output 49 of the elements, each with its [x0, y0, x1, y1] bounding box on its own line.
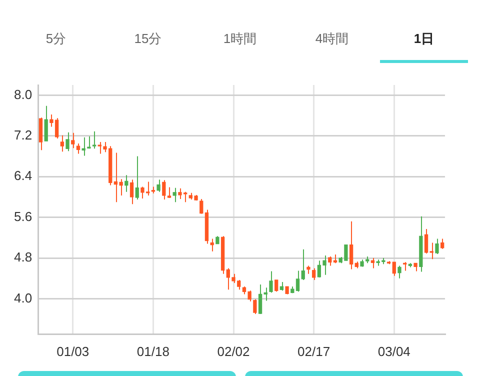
- candlestick: [424, 228, 428, 254]
- candlestick: [312, 268, 316, 280]
- text: 15分: [133, 30, 163, 48]
- x-tick-label: 01/18: [136, 344, 170, 359]
- candlestick: [124, 174, 128, 192]
- candlestick: [349, 220, 354, 270]
- candlestick: [66, 132, 70, 152]
- candlestick: [328, 256, 332, 266]
- candlestick: [98, 142, 102, 154]
- candlestick: [71, 132, 75, 149]
- candlestick: [130, 179, 134, 205]
- y-tick-label: 7.2: [14, 127, 32, 142]
- candlestick: [210, 238, 214, 252]
- y-tick-label: 6.4: [14, 168, 32, 184]
- text: 5分: [44, 30, 68, 48]
- x-tick-label: 02/17: [298, 344, 330, 359]
- candlestick: [258, 284, 262, 315]
- candlestick: [76, 143, 80, 154]
- text: 1時間: [222, 30, 258, 48]
- candlestick: [156, 179, 160, 192]
- candlestick: [87, 136, 91, 150]
- candlestick: [440, 238, 444, 250]
- candlestick: [269, 270, 273, 294]
- candlestick: [135, 156, 139, 200]
- candlestick: [162, 180, 166, 200]
- candlestick: [167, 186, 172, 198]
- candlestick: [274, 279, 278, 292]
- x-tick-label: 02/02: [217, 344, 250, 359]
- candlestick: [301, 248, 305, 280]
- x-tick-label: 01/03: [56, 344, 90, 359]
- candlestick: [392, 262, 396, 276]
- text: 1日: [412, 30, 436, 48]
- y-tick-label: 5.6: [14, 208, 32, 224]
- candlestick: [370, 258, 375, 269]
- candlestick: [398, 265, 402, 279]
- text: 4時間: [314, 30, 350, 48]
- candlestick: [435, 238, 439, 254]
- candlestick: [430, 242, 434, 260]
- candlestick: [253, 298, 257, 315]
- candlestick: [60, 134, 64, 152]
- candlestick: [296, 270, 300, 292]
- x-tick-label: 03/04: [378, 344, 410, 359]
- y-tick-label: 4.8: [14, 250, 32, 265]
- candlestick: [172, 187, 176, 203]
- candlestick: [92, 130, 96, 150]
- y-tick-label: 8.0: [14, 86, 32, 102]
- candlestick: [44, 105, 48, 142]
- candlestick: [200, 198, 204, 214]
- y-tick-label: 4.0: [14, 290, 32, 306]
